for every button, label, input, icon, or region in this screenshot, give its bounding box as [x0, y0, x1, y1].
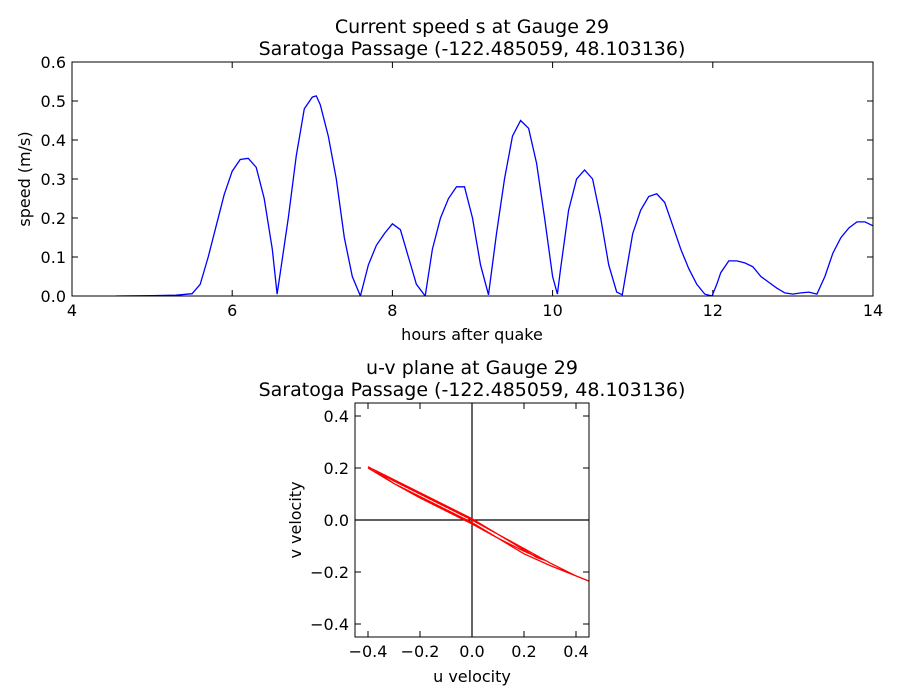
speed-chart-xlabel: hours after quake	[401, 325, 543, 344]
uv-chart-xtick-label: −0.2	[401, 642, 440, 661]
uv-chart-ticks: −0.4 −0.2 0.0 0.2 0.4 −0.4 −0.2 0.0 0.2 0.4	[310, 403, 589, 661]
uv-chart-xtick-label: 0.2	[511, 642, 536, 661]
uv-chart-xtick-label: 0.4	[563, 642, 588, 661]
speed-chart-title: Current speed s at Gauge 29	[335, 16, 609, 38]
speed-chart-xtick-label: 12	[703, 301, 723, 320]
speed-chart-xtick-label: 8	[387, 301, 397, 320]
uv-chart-title: u-v plane at Gauge 29	[366, 357, 578, 379]
speed-chart: Current speed s at Gauge 29 Saratoga Pas…	[15, 16, 883, 344]
uv-chart-ylabel: v velocity	[286, 481, 305, 558]
speed-chart-ytick-label: 0.4	[41, 131, 66, 150]
speed-chart-series	[116, 95, 873, 296]
speed-chart-ylabel: speed (m/s)	[15, 131, 34, 226]
speed-chart-subtitle: Saratoga Passage (-122.485059, 48.103136…	[259, 38, 686, 60]
uv-chart-xlabel: u velocity	[433, 667, 511, 686]
speed-chart-ticks: 4 6 8 10 12 14 0.0 0.1 0.2 0.3 0.4 0.5 0.6	[41, 53, 884, 320]
speed-chart-xtick-label: 10	[542, 301, 562, 320]
uv-chart-ytick-label: 0.2	[324, 459, 349, 478]
speed-chart-ytick-label: 0.6	[41, 53, 66, 72]
speed-chart-xtick-label: 14	[863, 301, 883, 320]
speed-chart-xtick-label: 4	[67, 301, 77, 320]
uv-chart-ytick-label: 0.0	[324, 511, 349, 530]
uv-chart-ytick-label: −0.2	[310, 563, 349, 582]
speed-chart-ytick-label: 0.5	[41, 92, 66, 111]
uv-chart-subtitle: Saratoga Passage (-122.485059, 48.103136…	[259, 379, 686, 401]
uv-chart-ytick-label: 0.4	[324, 407, 349, 426]
uv-chart-xtick-label: 0.0	[459, 642, 484, 661]
speed-chart-ytick-label: 0.2	[41, 209, 66, 228]
speed-chart-ytick-label: 0.0	[41, 287, 66, 306]
uv-chart-series	[367, 466, 589, 582]
speed-chart-ytick-label: 0.3	[41, 170, 66, 189]
speed-chart-frame	[71, 61, 874, 297]
uv-chart-ytick-label: −0.4	[310, 615, 349, 634]
uv-chart-xtick-label: −0.4	[349, 642, 388, 661]
uv-chart: u-v plane at Gauge 29 Saratoga Passage (…	[259, 357, 686, 686]
speed-chart-ytick-label: 0.1	[41, 248, 66, 267]
speed-chart-xtick-label: 6	[227, 301, 237, 320]
uv-chart-series-line	[367, 466, 589, 582]
speed-chart-series-line	[116, 95, 873, 296]
uv-chart-frame	[354, 402, 590, 638]
